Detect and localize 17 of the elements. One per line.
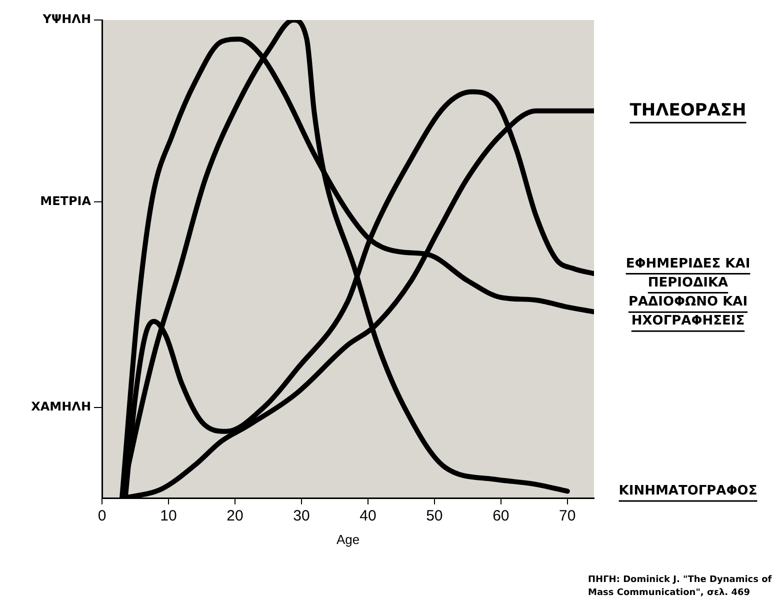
x-tick-label: 10 xyxy=(160,508,177,525)
text: ΚΙΝΗΜΑΤΟΓΡΑΦΟΣ xyxy=(618,484,758,499)
text: ΧΑΜΗΛΗ xyxy=(31,400,91,414)
text: ΤΗΛΕΟΡΑΣΗ xyxy=(630,100,746,120)
x-axis-title: Age xyxy=(336,532,360,547)
text: ΠΗΓΗ: Dominick J. "The Dynamics of Mass Communication", σελ. 469 xyxy=(588,574,773,600)
text: ΕΦΗΜΕΡΙΔΕΣ ΚΑΙ ΠΕΡΙΟΔΙΚΑ xyxy=(626,256,750,290)
x-tick-label: 40 xyxy=(360,508,376,525)
x-tick-label: 70 xyxy=(559,508,576,525)
x-tick-label: 50 xyxy=(426,508,443,525)
x-tick-label: 0 xyxy=(98,508,106,525)
text: ΥΨΗΛΗ xyxy=(42,12,91,26)
text: ΜΕΤΡΙΑ xyxy=(40,194,92,208)
x-tick-label: 60 xyxy=(492,508,510,525)
x-tick-label: 20 xyxy=(226,508,244,525)
x-tick-label: 30 xyxy=(293,508,310,525)
text: ΡΑΔΙΟΦΩΝΟ ΚΑΙ ΗΧΟΓΡΑΦΗΣΕΙΣ xyxy=(628,294,748,329)
